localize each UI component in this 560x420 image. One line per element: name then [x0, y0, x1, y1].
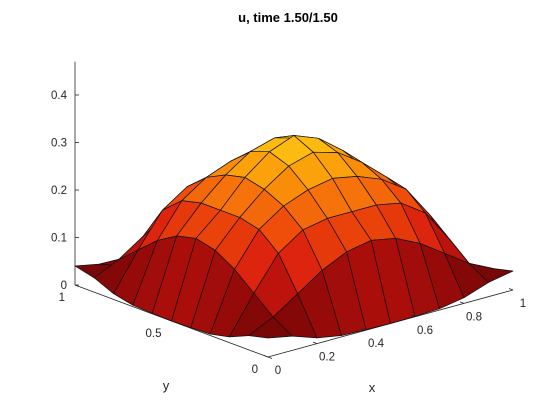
x-tick-mark [361, 328, 367, 331]
chart-title: u, time 1.50/1.50 [238, 10, 338, 25]
z-tick-label: 0.4 [51, 90, 68, 102]
x-tick-label: 0.2 [319, 352, 335, 364]
y-tick-mark [267, 356, 273, 359]
z-tick-label: 0.3 [51, 138, 67, 150]
x-tick-label: 1 [520, 298, 526, 310]
y-tick-label: 0 [252, 364, 258, 376]
x-axis-label: x [369, 380, 376, 395]
z-tick-label: 0.2 [51, 185, 67, 197]
x-tick-mark [508, 288, 514, 291]
x-tick-label: 0.8 [466, 311, 482, 323]
y-tick-label: 0.5 [146, 328, 162, 340]
x-tick-label: 0.4 [368, 338, 385, 350]
y-tick-mark [74, 284, 80, 287]
surface-plot [74, 135, 514, 339]
y-tick-label: 1 [59, 292, 65, 304]
x-tick-mark [312, 341, 318, 344]
x-tick-mark [410, 314, 416, 318]
surface-cell [468, 263, 514, 283]
y-tick-mark [171, 320, 176, 323]
x-tick-label: 0.6 [417, 325, 433, 337]
x-tick-mark [459, 301, 465, 304]
z-tick-label: 0 [61, 280, 67, 292]
x-tick-label: 0 [275, 365, 281, 377]
x-tick-mark [263, 355, 269, 358]
y-axis-label: y [163, 378, 170, 393]
z-tick-label: 0.1 [51, 233, 67, 245]
